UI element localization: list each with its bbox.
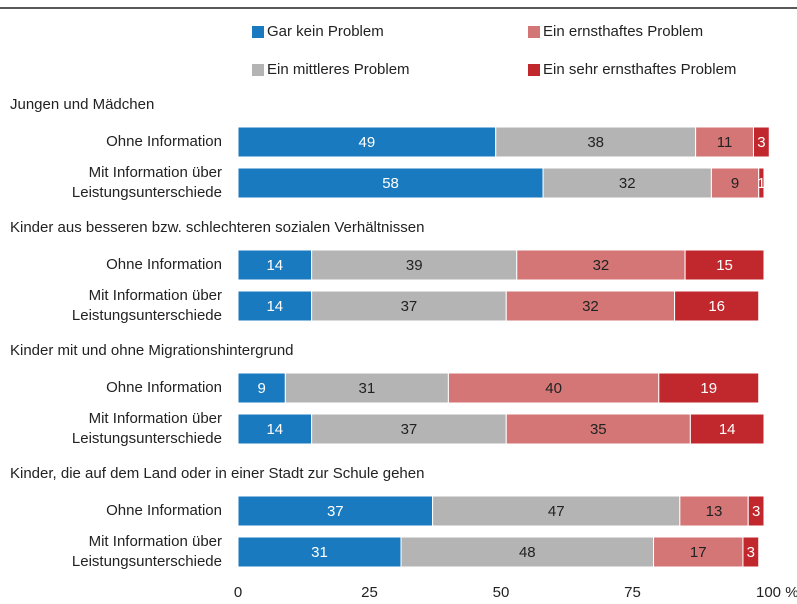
- group-title: Kinder aus besseren bzw. schlechteren so…: [10, 219, 424, 236]
- bar-segment: [237, 290, 313, 322]
- data-label: 1: [757, 175, 765, 192]
- data-label: 13: [706, 503, 723, 520]
- bar-segment: [653, 536, 744, 568]
- data-label: 14: [266, 257, 283, 274]
- legend-swatch: [528, 26, 540, 38]
- data-label: 37: [401, 298, 418, 315]
- data-label: 32: [619, 175, 636, 192]
- data-label: 3: [757, 134, 765, 151]
- category-label: Ohne Information: [106, 256, 222, 273]
- bar-segment: [311, 290, 507, 322]
- data-label: 48: [519, 544, 536, 561]
- group-title: Kinder mit und ohne Migrationshintergrun…: [10, 342, 294, 359]
- bar-segment: [658, 372, 760, 404]
- bar-segment: [747, 495, 765, 527]
- bar-segment: [237, 372, 286, 404]
- legend-label: Ein ernsthaftes Problem: [543, 23, 703, 40]
- category-label: Ohne Information: [106, 379, 222, 396]
- legend-swatch: [252, 64, 264, 76]
- data-label: 39: [406, 257, 423, 274]
- x-tick-label: 100 %: [756, 584, 797, 601]
- bar-segment: [237, 413, 313, 445]
- category-label: Ohne Information: [106, 133, 222, 150]
- group-title: Jungen und Mädchen: [10, 96, 154, 113]
- category-label: Mit Information über Leistungsunterschie…: [71, 164, 222, 201]
- data-label: 37: [327, 503, 344, 520]
- data-label: 16: [708, 298, 725, 315]
- bar-segment: [752, 126, 770, 158]
- data-label: 32: [582, 298, 599, 315]
- bar-segment: [684, 249, 765, 281]
- legend-swatch: [528, 64, 540, 76]
- data-label: 49: [359, 134, 376, 151]
- data-label: 15: [716, 257, 733, 274]
- legend-swatch: [252, 26, 264, 38]
- legend-label: Ein mittleres Problem: [267, 61, 410, 78]
- legend-label: Gar kein Problem: [267, 23, 384, 40]
- x-tick-label: 25: [361, 584, 378, 601]
- data-label: 47: [548, 503, 565, 520]
- bar-segment: [710, 167, 760, 199]
- data-label: 3: [752, 503, 760, 520]
- data-label: 38: [587, 134, 604, 151]
- bar-segment: [542, 167, 712, 199]
- data-label: 31: [311, 544, 328, 561]
- bar-segment: [674, 290, 760, 322]
- bar-segment: [237, 249, 313, 281]
- data-label: 40: [545, 380, 562, 397]
- bar-segment: [516, 249, 686, 281]
- data-label: 14: [719, 421, 736, 438]
- data-label: 31: [359, 380, 376, 397]
- data-label: 14: [266, 421, 283, 438]
- x-tick-label: 75: [624, 584, 641, 601]
- bar-segment: [689, 413, 765, 445]
- data-label: 9: [257, 380, 265, 397]
- data-label: 32: [593, 257, 610, 274]
- data-label: 9: [731, 175, 739, 192]
- x-tick-label: 50: [493, 584, 510, 601]
- bar-segment: [237, 495, 434, 527]
- data-label: 3: [747, 544, 755, 561]
- bar-segment: [284, 372, 449, 404]
- category-label: Ohne Information: [106, 502, 222, 519]
- bar-segment: [237, 536, 402, 568]
- data-label: 17: [690, 544, 707, 561]
- x-tick-label: 0: [234, 584, 242, 601]
- legend-label: Ein sehr ernsthaftes Problem: [543, 61, 736, 78]
- data-label: 35: [590, 421, 607, 438]
- group-title: Kinder, die auf dem Land oder in einer S…: [10, 465, 424, 482]
- data-label: 37: [401, 421, 418, 438]
- category-label: Mit Information über Leistungsunterschie…: [71, 287, 222, 324]
- bar-segment: [311, 249, 518, 281]
- bar-segment: [758, 167, 765, 199]
- data-label: 58: [382, 175, 399, 192]
- bar-segment: [679, 495, 749, 527]
- data-label: 19: [700, 380, 717, 397]
- bar-segment: [742, 536, 760, 568]
- bar-segment: [311, 413, 507, 445]
- category-label: Mit Information über Leistungsunterschie…: [71, 533, 222, 570]
- category-label: Mit Information über Leistungsunterschie…: [71, 410, 222, 447]
- data-label: 11: [717, 134, 733, 151]
- data-label: 14: [266, 298, 283, 315]
